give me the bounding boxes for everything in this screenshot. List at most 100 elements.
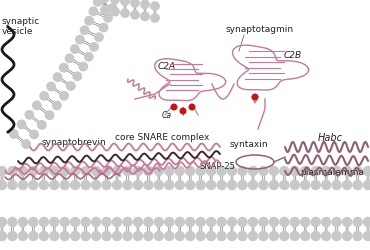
Circle shape (363, 167, 370, 176)
Circle shape (301, 232, 310, 240)
Circle shape (39, 232, 48, 240)
Circle shape (141, 1, 149, 10)
Circle shape (29, 232, 38, 240)
Circle shape (252, 95, 258, 100)
Circle shape (0, 218, 7, 226)
Circle shape (249, 181, 258, 190)
Circle shape (249, 232, 258, 240)
Text: synaptic
vesicle: synaptic vesicle (2, 17, 40, 36)
Circle shape (101, 7, 109, 15)
Circle shape (186, 167, 195, 176)
Circle shape (363, 232, 370, 240)
Circle shape (269, 218, 278, 226)
Circle shape (121, 0, 129, 6)
Text: Ca: Ca (162, 111, 172, 120)
Circle shape (332, 181, 341, 190)
Circle shape (112, 218, 121, 226)
Circle shape (290, 181, 299, 190)
Circle shape (259, 218, 268, 226)
Circle shape (123, 218, 132, 226)
Circle shape (175, 181, 184, 190)
Circle shape (60, 181, 69, 190)
Circle shape (196, 167, 205, 176)
Text: C2B: C2B (284, 50, 302, 59)
Circle shape (269, 181, 278, 190)
Circle shape (85, 18, 93, 26)
Circle shape (29, 218, 38, 226)
Circle shape (154, 218, 164, 226)
Circle shape (50, 218, 59, 226)
Circle shape (102, 181, 111, 190)
Circle shape (154, 181, 164, 190)
Circle shape (171, 105, 177, 110)
Circle shape (39, 181, 48, 190)
Circle shape (363, 218, 370, 226)
Circle shape (217, 218, 226, 226)
Circle shape (50, 167, 59, 176)
Circle shape (50, 181, 59, 190)
Circle shape (290, 232, 299, 240)
Circle shape (144, 232, 153, 240)
Circle shape (60, 232, 69, 240)
Circle shape (290, 167, 299, 176)
Circle shape (112, 232, 121, 240)
Text: core SNARE complex: core SNARE complex (115, 133, 209, 142)
Circle shape (206, 232, 216, 240)
Circle shape (154, 232, 164, 240)
Circle shape (238, 232, 247, 240)
Circle shape (141, 13, 149, 22)
Circle shape (353, 232, 362, 240)
Circle shape (301, 167, 310, 176)
Circle shape (165, 218, 174, 226)
Circle shape (0, 232, 7, 240)
Circle shape (92, 167, 101, 176)
Circle shape (81, 218, 90, 226)
Circle shape (165, 232, 174, 240)
Circle shape (123, 181, 132, 190)
Circle shape (311, 218, 320, 226)
Circle shape (186, 218, 195, 226)
Text: C2A: C2A (158, 62, 176, 71)
Circle shape (71, 46, 79, 54)
Circle shape (280, 232, 289, 240)
Circle shape (332, 218, 341, 226)
Circle shape (22, 140, 30, 149)
Circle shape (90, 44, 98, 52)
Circle shape (311, 167, 320, 176)
Circle shape (123, 167, 132, 176)
Circle shape (40, 92, 48, 101)
Circle shape (134, 167, 142, 176)
Circle shape (290, 218, 299, 226)
Circle shape (343, 218, 352, 226)
Circle shape (112, 167, 121, 176)
Circle shape (29, 181, 38, 190)
Circle shape (228, 167, 236, 176)
Circle shape (144, 181, 153, 190)
Circle shape (67, 82, 75, 91)
Circle shape (81, 232, 90, 240)
Circle shape (134, 232, 142, 240)
Circle shape (10, 130, 18, 138)
Circle shape (131, 0, 139, 8)
Circle shape (8, 232, 17, 240)
Circle shape (39, 218, 48, 226)
Circle shape (353, 167, 362, 176)
Circle shape (206, 218, 216, 226)
Circle shape (343, 167, 352, 176)
Circle shape (131, 12, 139, 20)
Circle shape (301, 218, 310, 226)
Circle shape (0, 167, 7, 176)
Circle shape (217, 232, 226, 240)
Circle shape (108, 5, 117, 14)
Circle shape (228, 218, 236, 226)
Circle shape (71, 218, 80, 226)
Circle shape (259, 181, 268, 190)
Circle shape (238, 218, 247, 226)
Text: Habc: Habc (318, 132, 343, 142)
Circle shape (343, 181, 352, 190)
Circle shape (322, 232, 331, 240)
Circle shape (81, 181, 90, 190)
Circle shape (111, 0, 119, 5)
Circle shape (217, 167, 226, 176)
Circle shape (71, 232, 80, 240)
